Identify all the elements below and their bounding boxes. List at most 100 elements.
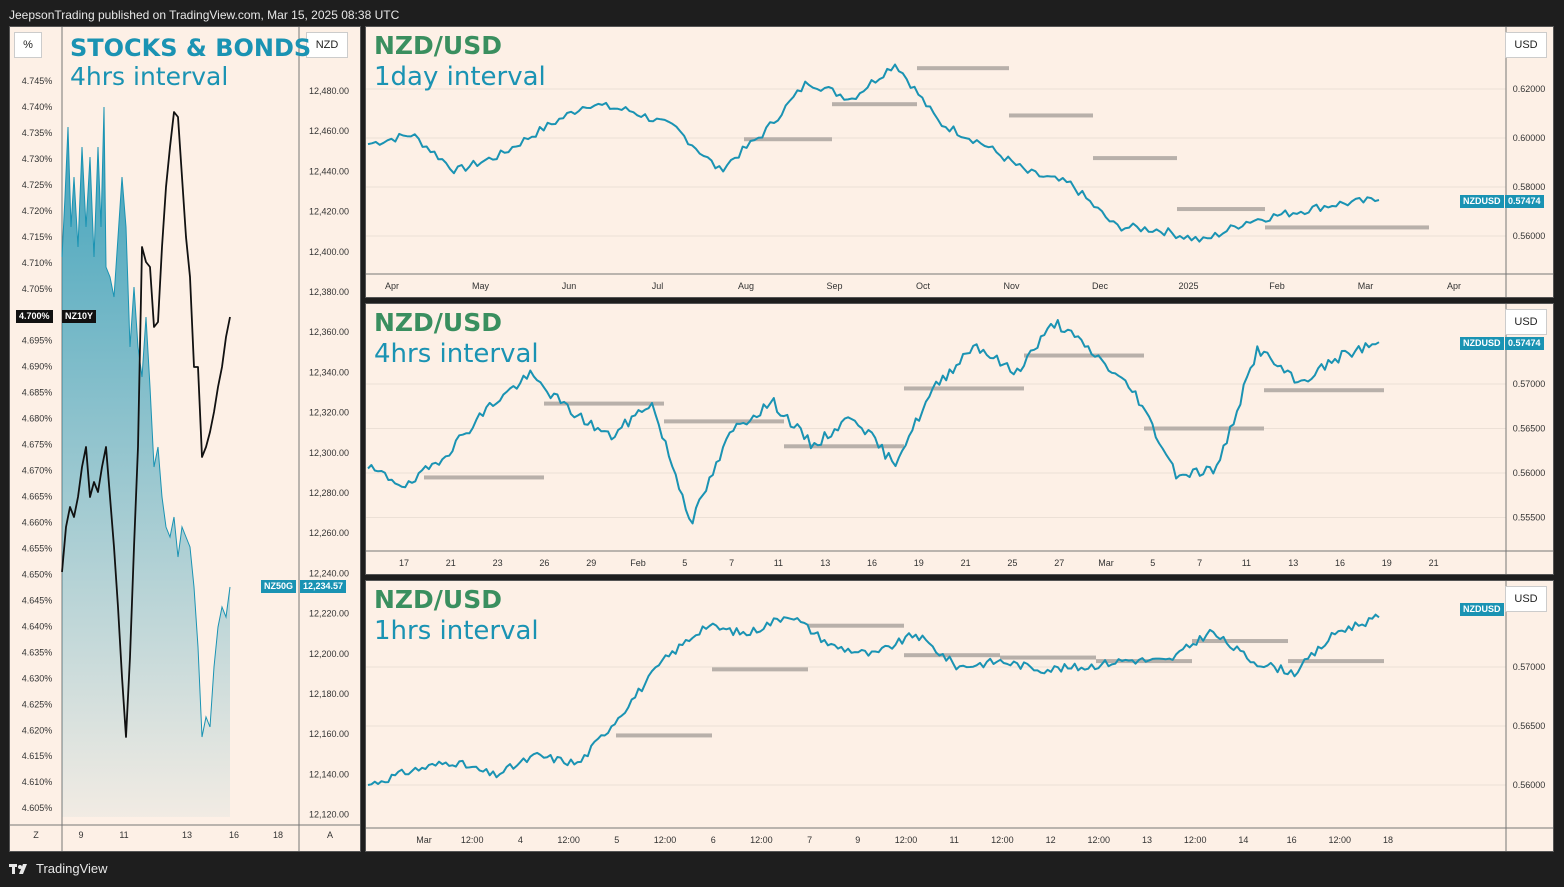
x-tick-label: 2025: [1178, 281, 1198, 291]
x-tick-label: 11: [119, 830, 128, 840]
price-zone: [1093, 156, 1177, 161]
right-y-tick-label: 12,140.00: [309, 769, 349, 779]
nzdusd-1h-interval: 1hrs interval: [374, 616, 539, 646]
right-y-tick-label: 12,180.00: [309, 689, 349, 699]
price-zone: [1024, 353, 1144, 358]
x-tick-label: 18: [273, 830, 283, 840]
x-tick-label: Sep: [826, 281, 842, 291]
x-tick-label: 21: [961, 558, 971, 568]
x-tick-label: 12: [1046, 835, 1056, 845]
left-unit-label[interactable]: %: [14, 32, 42, 58]
nzdusd-4h-title-block: NZD/USD 4hrs interval: [374, 308, 539, 370]
x-tick-label: 5: [614, 835, 619, 845]
left-y-tick-label: 4.655%: [22, 543, 53, 553]
x-tick-label: 11: [950, 835, 959, 845]
price-zone: [832, 102, 917, 107]
nzdusd-1h-panel: 0.57000 0.56500 0.56000 Mar 12:00 4 12:00 5 12:0…: [365, 580, 1554, 852]
left-y-tick-label: 4.690%: [22, 362, 53, 372]
x-tick-label: 29: [586, 558, 596, 568]
left-y-tick-label: 4.745%: [22, 76, 53, 86]
x-tick-label: 9: [855, 835, 860, 845]
price-zone: [1264, 388, 1384, 393]
stocks-bonds-panel: 4.745% 4.740% 4.735% 4.730% 4.725% 4.720% 4.71…: [9, 26, 361, 852]
nzdusd-1h-unit[interactable]: USD: [1505, 586, 1547, 612]
left-y-tick-label: 4.710%: [22, 258, 53, 268]
right-unit-label[interactable]: NZD: [306, 32, 348, 58]
left-y-tick-label: 4.725%: [22, 180, 53, 190]
left-y-tick-label: 4.720%: [22, 206, 53, 216]
x-tick-label: 6: [711, 835, 716, 845]
x-tick-label: 14: [1238, 835, 1248, 845]
left-y-tick-label: 4.680%: [22, 414, 53, 424]
right-y-tick-label: 12,280.00: [309, 488, 349, 498]
nzdusd-1day-unit[interactable]: USD: [1505, 32, 1547, 58]
x-tick-label: 7: [729, 558, 734, 568]
x-tick-label: Nov: [1003, 281, 1020, 291]
right-y-tick-label: 12,200.00: [309, 649, 349, 659]
x-tick-label: 27: [1054, 558, 1064, 568]
x-tick-label: 12:00: [1088, 835, 1111, 845]
right-y-tick-label: 12,380.00: [309, 287, 349, 297]
x-tick-label: 16: [1287, 835, 1297, 845]
price-zone: [712, 667, 808, 672]
nzdusd-1day-panel: 0.62000 0.60000 0.58000 0.56000 Apr May Jun Jul…: [365, 26, 1554, 298]
price-zone: [1265, 225, 1429, 230]
right-y-tick-label: 12,440.00: [309, 166, 349, 176]
nzdusd-4h-chart: 0.57000 0.56500 0.56000 0.55500 17 21 23 26 29 Fe…: [366, 304, 1553, 574]
price-zone: [616, 733, 712, 738]
nzdusd-4h-unit[interactable]: USD: [1505, 309, 1547, 335]
x-tick-label: Jun: [562, 281, 577, 291]
left-y-tick-label: 4.650%: [22, 569, 53, 579]
price-line: [367, 613, 1380, 786]
nz50g-line: [61, 106, 231, 738]
x-tick-label: 12:00: [1184, 835, 1207, 845]
x-tick-label: 7: [1197, 558, 1202, 568]
x-tick-label: 18: [1383, 835, 1393, 845]
price-zone: [1000, 655, 1096, 660]
nz10y-label-badge: NZ10Y: [62, 310, 97, 323]
x-tick-label: Apr: [385, 281, 399, 291]
right-y-tick-label: 12,120.00: [309, 810, 349, 820]
price-zone: [784, 444, 904, 449]
x-tick-label: 16: [229, 830, 239, 840]
x-tick-label: 9: [78, 830, 83, 840]
nzdusd-4h-symbol-badge: NZDUSD: [1460, 337, 1504, 350]
x-tick-label: 16: [1335, 558, 1345, 568]
corner-right-label: A: [327, 830, 333, 840]
x-tick-label: 11: [1242, 558, 1251, 568]
left-y-tick-label: 4.685%: [22, 388, 53, 398]
x-tick-label: 12:00: [557, 835, 580, 845]
stocks-bonds-interval: 4hrs interval: [70, 62, 229, 91]
x-tick-label: 13: [182, 830, 192, 840]
left-y-tick-label: 4.615%: [22, 751, 53, 761]
footer: TradingView: [9, 861, 108, 876]
x-tick-label: May: [472, 281, 490, 291]
stocks-bonds-title: STOCKS & BONDS: [70, 34, 312, 62]
x-tick-label: Feb: [630, 558, 646, 568]
left-y-tick-label: 4.635%: [22, 647, 53, 657]
left-y-tick-label: 4.625%: [22, 699, 53, 709]
x-tick-label: 12:00: [461, 835, 484, 845]
nzdusd-1h-chart: 0.57000 0.56500 0.56000 Mar 12:00 4 12:00 5 12:0…: [366, 581, 1553, 851]
nzdusd-4h-interval: 4hrs interval: [374, 339, 539, 369]
stocks-bonds-title-block: STOCKS & BONDS 4hrs interval: [70, 33, 311, 91]
price-zone: [808, 623, 904, 628]
x-tick-label: 21: [446, 558, 456, 568]
publish-header: JeepsonTrading published on TradingView.…: [9, 8, 400, 22]
price-zone: [544, 401, 664, 406]
nzdusd-1day-chart: 0.62000 0.60000 0.58000 0.56000 Apr May Jun Jul…: [366, 27, 1553, 297]
right-y-tick-label: 12,340.00: [309, 367, 349, 377]
footer-brand[interactable]: TradingView: [36, 861, 108, 876]
x-tick-label: 12:00: [654, 835, 677, 845]
x-tick-label: 17: [399, 558, 409, 568]
nz50g-label-badge: NZ50G: [261, 580, 297, 593]
price-zone: [1144, 426, 1264, 431]
price-line: [367, 319, 1380, 525]
y-tick-label: 0.58000: [1513, 182, 1546, 192]
nz10y-value-badge: 4.700%: [16, 310, 53, 323]
left-y-tick-label: 4.630%: [22, 673, 53, 683]
x-tick-label: Dec: [1092, 281, 1109, 291]
stocks-bonds-chart: 4.745% 4.740% 4.735% 4.730% 4.725% 4.720% 4.71…: [10, 27, 360, 851]
x-tick-label: 5: [1150, 558, 1155, 568]
nzdusd-1day-price-badge: 0.57474: [1505, 195, 1544, 208]
